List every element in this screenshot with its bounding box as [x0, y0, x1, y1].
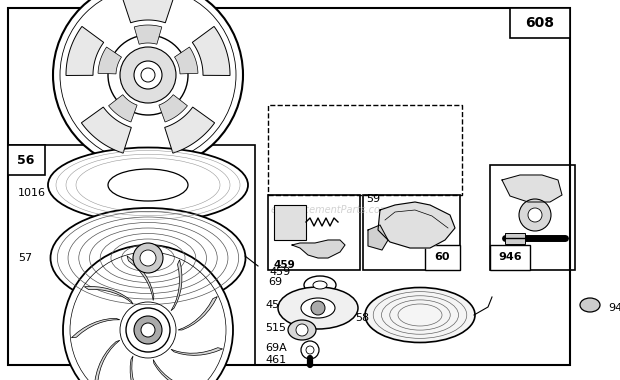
Bar [268, 195, 360, 270]
Bar [490, 245, 530, 270]
Circle shape [519, 199, 551, 231]
Circle shape [528, 208, 542, 222]
Polygon shape [127, 256, 154, 301]
Ellipse shape [313, 281, 327, 289]
Text: 456: 456 [265, 300, 286, 310]
Polygon shape [134, 25, 162, 44]
Polygon shape [66, 27, 104, 76]
Circle shape [301, 341, 319, 359]
Polygon shape [94, 340, 120, 380]
Circle shape [141, 323, 155, 337]
Polygon shape [153, 359, 193, 380]
Circle shape [53, 0, 243, 170]
Circle shape [311, 301, 325, 315]
Bar [268, 105, 462, 195]
Text: eReplacementParts.com: eReplacementParts.com [270, 205, 390, 215]
Ellipse shape [278, 287, 358, 329]
Bar [490, 165, 575, 270]
Text: 459: 459 [269, 267, 290, 277]
Ellipse shape [50, 208, 246, 308]
Circle shape [108, 35, 188, 115]
Text: 946A: 946A [608, 303, 620, 313]
Polygon shape [108, 95, 137, 122]
Bar [505, 233, 525, 244]
Bar [8, 145, 45, 175]
Text: 69A: 69A [265, 343, 286, 353]
Text: 461: 461 [265, 355, 286, 365]
Ellipse shape [108, 169, 188, 201]
Text: 946: 946 [498, 252, 522, 262]
Polygon shape [378, 202, 455, 248]
Ellipse shape [288, 320, 316, 340]
Text: 57: 57 [18, 253, 32, 263]
Ellipse shape [304, 276, 336, 294]
Ellipse shape [301, 298, 335, 318]
Text: 1016: 1016 [18, 188, 46, 198]
Polygon shape [502, 175, 562, 202]
Text: 58: 58 [355, 313, 369, 323]
Bar [510, 8, 570, 38]
Polygon shape [130, 356, 143, 380]
Polygon shape [178, 296, 218, 330]
Polygon shape [192, 27, 230, 76]
Polygon shape [368, 225, 388, 250]
Polygon shape [171, 260, 182, 311]
Bar [363, 195, 460, 270]
Polygon shape [98, 47, 122, 74]
Ellipse shape [365, 288, 475, 342]
Ellipse shape [48, 147, 248, 223]
Text: 69: 69 [268, 277, 282, 287]
Polygon shape [165, 107, 215, 153]
Polygon shape [292, 240, 345, 258]
Text: 55: 55 [208, 59, 224, 71]
Circle shape [120, 47, 176, 103]
Polygon shape [174, 47, 198, 74]
Ellipse shape [580, 298, 600, 312]
Circle shape [134, 316, 162, 344]
Text: 56: 56 [17, 154, 35, 166]
Circle shape [140, 250, 156, 266]
Bar [8, 145, 255, 365]
Bar [425, 245, 460, 270]
Text: 459: 459 [274, 260, 296, 270]
Circle shape [306, 346, 314, 354]
Polygon shape [159, 95, 187, 122]
Circle shape [296, 324, 308, 336]
Circle shape [63, 245, 233, 380]
Text: 515: 515 [265, 323, 286, 333]
Polygon shape [84, 287, 133, 304]
Text: 60: 60 [434, 252, 450, 262]
Circle shape [126, 308, 170, 352]
Polygon shape [81, 107, 131, 153]
Circle shape [134, 61, 162, 89]
Text: 608: 608 [526, 16, 554, 30]
Circle shape [133, 243, 163, 273]
Polygon shape [71, 318, 120, 338]
Text: 59: 59 [366, 194, 380, 204]
Polygon shape [171, 348, 223, 355]
Bar [274, 205, 306, 240]
Polygon shape [122, 0, 174, 23]
